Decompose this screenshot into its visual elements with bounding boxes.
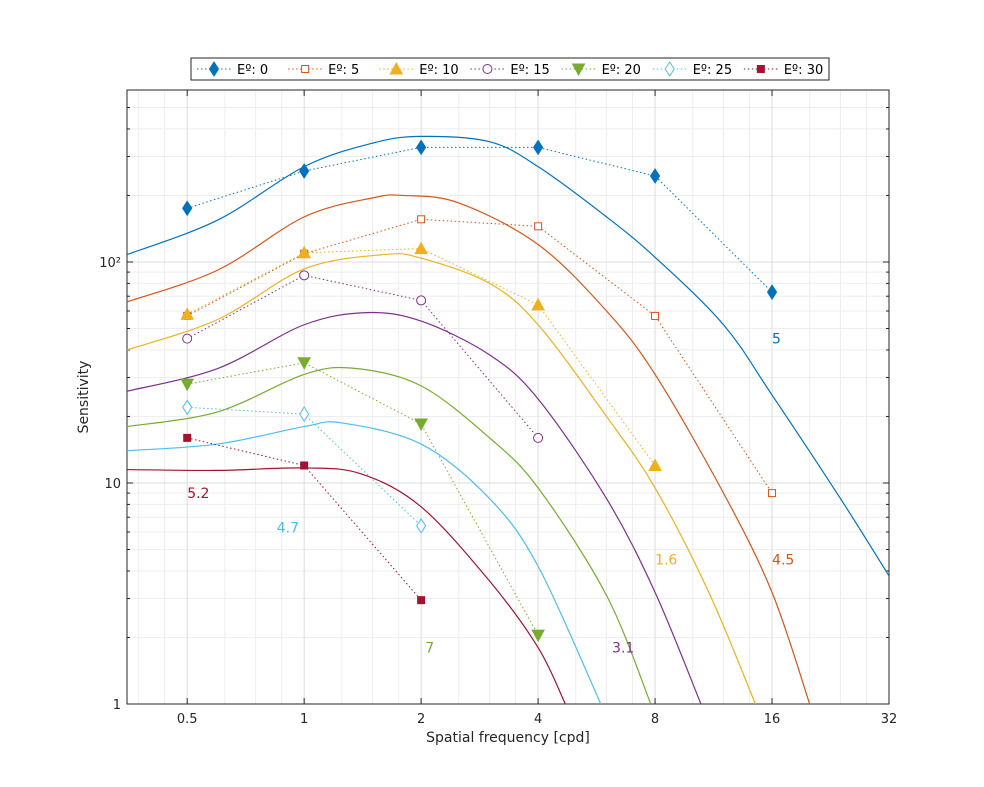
series-markers-0: [182, 139, 778, 301]
curve-annotation: 5: [772, 332, 781, 348]
legend-entry: Eº: 15: [470, 63, 550, 78]
data-point: [533, 139, 544, 156]
legend-marker: [208, 61, 220, 77]
legend: Eº: 0 Eº: 5 Eº: 10 Eº: 15 Eº: 20 Eº: 25 Eº: 30: [190, 57, 830, 81]
data-point: [531, 297, 545, 311]
data-point: [534, 222, 543, 231]
data-point: [416, 139, 427, 156]
data-point: [180, 307, 195, 320]
series-markers-2: [180, 241, 662, 471]
legend-entry: Eº: 25: [652, 61, 732, 78]
x-tick-label: 2: [417, 712, 425, 727]
x-tick-label: 32: [881, 712, 898, 727]
data-point: [300, 461, 309, 470]
curve-annotation: 1.6: [655, 553, 677, 569]
legend-entry: Eº: 10: [379, 61, 459, 78]
legend-marker: [756, 65, 765, 73]
legend-entry: Eº: 5: [288, 63, 359, 78]
data-point: [416, 517, 427, 534]
data-dotted-line: [187, 146, 773, 293]
curve-annotation: 4.5: [772, 553, 794, 569]
curve-annotation: 7: [425, 641, 434, 657]
legend-marker: [301, 65, 310, 73]
data-dotted-line: [186, 274, 539, 439]
data-point: [299, 406, 310, 423]
plot-area: [127, 90, 889, 704]
y-tick-label: 10²: [99, 256, 121, 271]
plot-series: [127, 135, 889, 704]
curve-annotation: 4.7: [277, 520, 299, 536]
x-tick-label: 8: [651, 712, 659, 727]
series-markers-6: [183, 433, 426, 605]
curve-annotation: 3.1: [612, 641, 634, 657]
data-point: [182, 399, 193, 416]
data-point: [533, 432, 544, 443]
x-axis-title: Spatial frequency [cpd]: [426, 730, 590, 746]
data-point: [182, 200, 193, 217]
legend-marker: [664, 61, 675, 77]
data-point: [414, 241, 428, 255]
data-point: [299, 270, 310, 281]
fit-curve-line: [127, 421, 602, 704]
series-0: [127, 135, 889, 577]
y-tick-label: 10: [104, 477, 121, 492]
series-3: [127, 274, 702, 704]
fit-curve-line: [127, 253, 756, 704]
data-point: [180, 378, 195, 392]
legend-label: Eº: 0: [237, 63, 268, 78]
data-point: [297, 245, 311, 259]
legend-entry: Eº: 0: [197, 61, 268, 78]
axis-ticks: 0.5 1 2 4 8 16 32 1 10 10²: [99, 89, 898, 727]
data-point: [768, 489, 777, 498]
data-point: [648, 458, 662, 471]
series-markers-4: [180, 357, 545, 643]
data-point: [299, 163, 310, 179]
data-dotted-line: [187, 362, 539, 636]
curve-annotation: 5.2: [187, 486, 209, 502]
fit-curve-line: [127, 135, 889, 577]
annotations: 5 4.5 1.6 3.1 7 4.7 5.2: [187, 332, 794, 657]
fit-curve-line: [127, 311, 702, 704]
data-point: [417, 596, 426, 605]
legend-label: Eº: 5: [328, 63, 359, 78]
y-axis-title: Sensitivity: [76, 361, 92, 434]
x-tick-label: 0.5: [177, 712, 198, 727]
fit-curve-line: [127, 366, 652, 704]
legend-entry: Eº: 20: [561, 63, 641, 78]
legend-label: Eº: 30: [784, 63, 823, 78]
y-tick-label: 1: [113, 698, 121, 713]
series-markers-5: [182, 399, 427, 534]
fit-curve-line: [127, 194, 811, 704]
axes-box: [126, 89, 890, 705]
data-point: [531, 629, 545, 643]
data-dotted-line: [186, 218, 773, 494]
legend-entry: Eº: 30: [743, 63, 823, 78]
data-point: [183, 433, 192, 442]
data-point: [416, 295, 427, 306]
data-point: [182, 333, 193, 344]
data-point: [766, 284, 778, 301]
legend-marker: [571, 63, 586, 77]
x-tick-label: 1: [300, 712, 308, 727]
series-markers-3: [182, 270, 544, 443]
x-tick-label: 16: [764, 712, 781, 727]
legend-marker: [389, 61, 404, 75]
fit-curve-line: [127, 467, 566, 704]
legend-label: Eº: 20: [602, 63, 641, 78]
data-point: [649, 168, 661, 184]
x-tick-label: 4: [534, 712, 542, 727]
data-point: [414, 418, 428, 431]
data-point: [651, 311, 660, 320]
series-4: [127, 362, 652, 704]
legend-label: Eº: 15: [510, 63, 549, 78]
series-1: [127, 194, 811, 704]
data-point: [297, 357, 311, 370]
legend-marker: [482, 64, 493, 74]
data-point: [417, 215, 426, 224]
legend-label: Eº: 10: [419, 63, 458, 78]
legend-label: Eº: 25: [693, 63, 732, 78]
